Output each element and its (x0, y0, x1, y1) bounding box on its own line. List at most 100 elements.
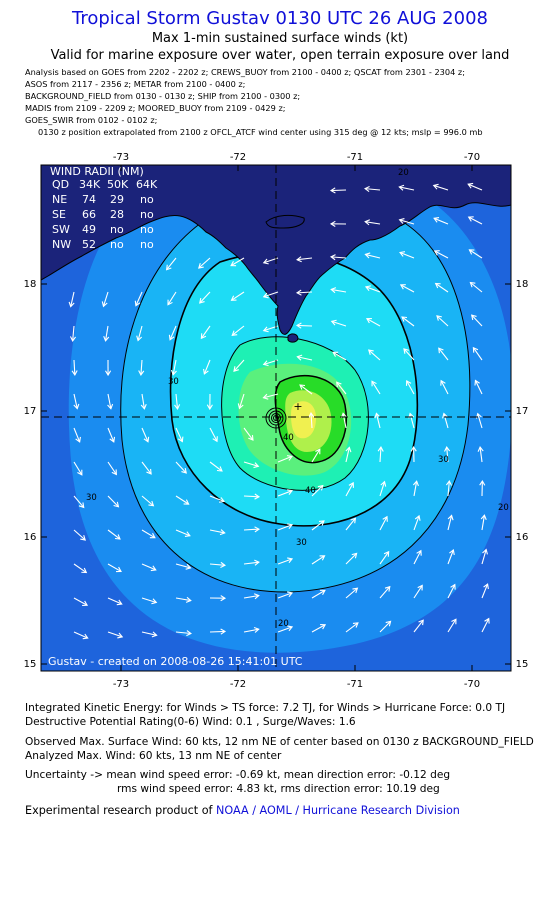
wind-vector-head (364, 219, 371, 226)
wind-vector-head (308, 411, 315, 418)
lon-tick-label-bottom: -72 (230, 679, 246, 690)
wind-vector-head (444, 445, 451, 452)
wind-vector (413, 585, 423, 599)
wind-vector-head (438, 347, 444, 354)
wind-vector (379, 551, 390, 565)
wind-vector-head (399, 251, 406, 257)
wind-vector-head (403, 348, 409, 354)
wind-vector-head (364, 285, 371, 292)
contour-label: 40 (283, 433, 294, 443)
wind-vector (365, 286, 381, 293)
wind-radii-header: 64K (136, 178, 158, 191)
wind-vector (141, 495, 154, 507)
wind-vector (209, 461, 223, 472)
wind-vector (345, 622, 359, 633)
contour-label: 30 (86, 493, 97, 503)
wind-vector (277, 592, 293, 599)
wind-vector (175, 461, 187, 474)
wind-vector (413, 515, 420, 531)
wind-vector-head (352, 622, 359, 628)
wind-vector-head (168, 334, 175, 341)
contour-34kt (169, 251, 419, 527)
wind-radii-cell: no (140, 208, 154, 221)
wind-vector (73, 631, 88, 639)
wind-vector (311, 624, 326, 633)
wind-vector-head (219, 529, 226, 536)
wind-vector-head (380, 480, 387, 487)
wind-vector-head (319, 555, 326, 561)
wind-vector (238, 393, 245, 409)
wind-vector-head (253, 593, 260, 600)
wind-vector (371, 381, 381, 395)
wind-vector-head (479, 479, 486, 486)
wind-vector (435, 283, 449, 293)
wind-vector (472, 347, 483, 361)
wind-radii-cell: NW (52, 238, 71, 251)
wind-vector (141, 597, 157, 604)
wind-radii-cell: no (110, 238, 124, 251)
wind-vector (107, 631, 123, 638)
wind-vector-head (230, 260, 237, 267)
page-title: Tropical Storm Gustav 0130 UTC 26 AUG 20… (71, 8, 488, 29)
wind-vector-head (412, 480, 419, 487)
wind-vector (399, 251, 415, 259)
wind-vector (231, 325, 245, 336)
wind-vector (345, 447, 350, 463)
wind-vector-head (231, 330, 238, 336)
wind-vector-head (75, 436, 81, 443)
wind-vector-head (114, 534, 121, 540)
wind-vector (107, 393, 112, 409)
wind-vector-head (113, 501, 120, 508)
wind-vector (175, 563, 191, 569)
wind-vector-head (474, 379, 480, 386)
wind-vector (141, 461, 152, 475)
wind-vector (209, 529, 225, 534)
wind-vector-head (167, 299, 173, 306)
wind-vector (368, 349, 381, 361)
wind-vector (433, 217, 449, 225)
wind-radii-header: 34K (79, 178, 101, 191)
wind-vector-head (467, 182, 474, 189)
wind-vector (73, 495, 85, 508)
wind-vector-head (482, 548, 488, 555)
wind-vector (200, 325, 211, 339)
wind-vector-head (377, 445, 384, 452)
wind-vector-head (363, 185, 370, 193)
wind-vector (342, 413, 347, 429)
wind-vector (434, 250, 449, 259)
wind-radii-cell: no (140, 238, 154, 251)
wind-vector (73, 393, 78, 409)
wind-vector (345, 587, 358, 599)
wind-vector (379, 620, 391, 633)
wind-radii-cell: SE (52, 208, 66, 221)
wind-vector (365, 188, 381, 191)
wind-radii-cell: no (140, 223, 154, 236)
wind-vector-head (385, 620, 392, 627)
lon-tick-label-bottom: -70 (464, 679, 480, 690)
wind-vector (277, 626, 293, 633)
wind-vector (481, 618, 490, 633)
wind-vector (471, 314, 483, 327)
wind-vector-head (77, 469, 83, 476)
wind-vector (479, 447, 483, 463)
wind-vector (365, 253, 381, 259)
wind-vector (175, 529, 191, 537)
wind-radii-cell: 66 (82, 208, 96, 221)
wind-vector (102, 291, 109, 307)
wind-vector (440, 380, 449, 395)
wind-vector-head (220, 595, 227, 602)
observed-max-line: Observed Max. Surface Wind: 60 kts, 12 n… (25, 736, 534, 748)
wind-vector-head (442, 412, 448, 419)
wind-vector-head (383, 550, 390, 557)
wind-vector (209, 630, 226, 633)
wind-vector (107, 597, 122, 605)
wind-vector (399, 219, 415, 225)
hrd-link[interactable]: NOAA / AOML / Hurricane Research Divisio… (216, 804, 460, 817)
wind-vector (175, 631, 191, 635)
lat-tick-label-left: 18 (24, 279, 37, 290)
lon-tick-label-top: -72 (230, 152, 246, 163)
wind-vector (345, 553, 358, 565)
wind-vector-head (398, 184, 405, 191)
wind-vector (73, 427, 81, 443)
wind-vector-head (295, 322, 302, 329)
